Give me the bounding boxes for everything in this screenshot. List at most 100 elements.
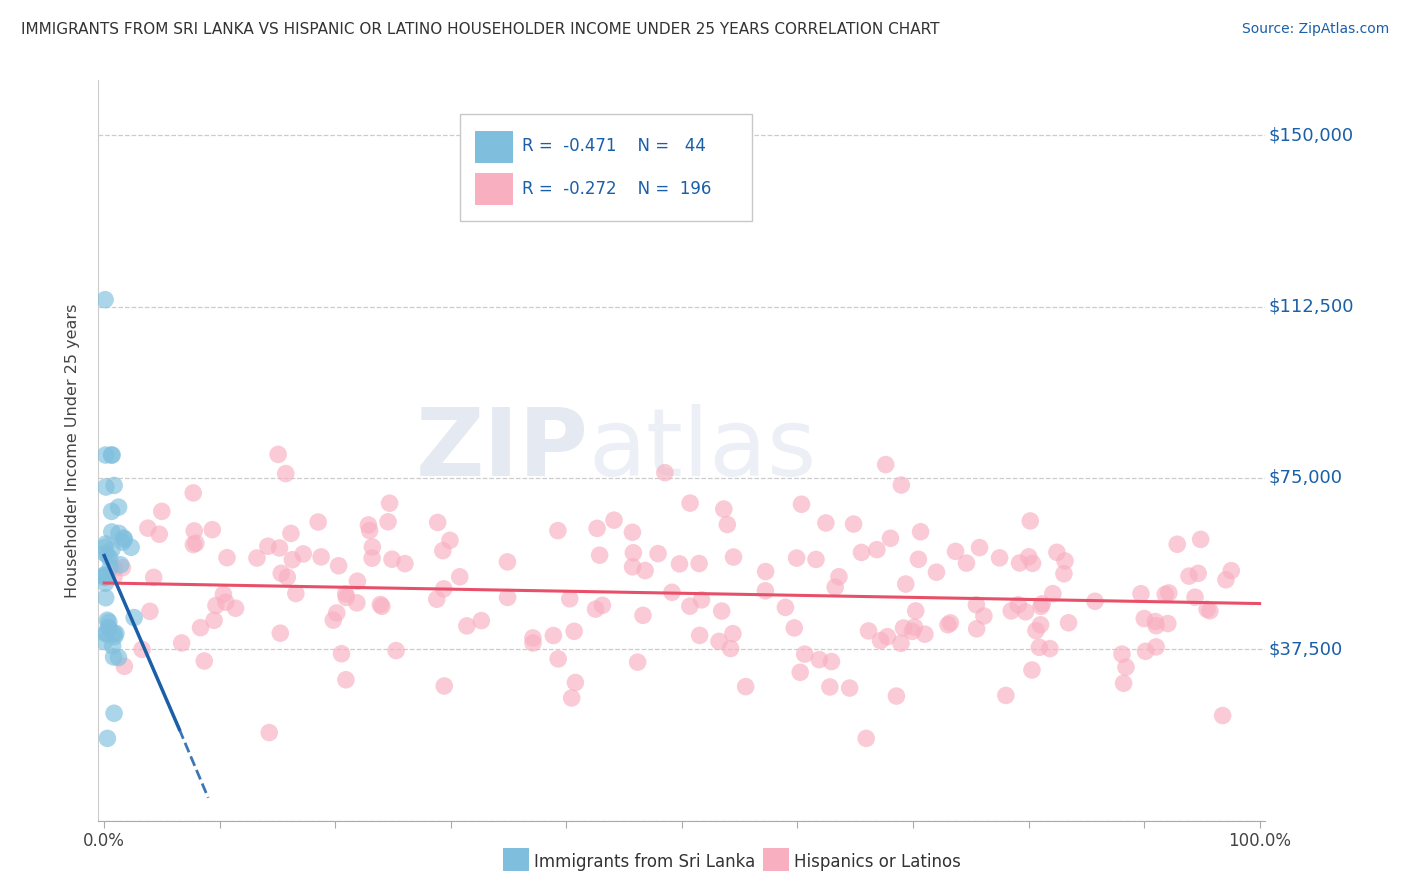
Point	[136, 521, 159, 535]
Point	[1029, 599, 1052, 614]
Point	[96, 627, 118, 641]
Point	[361, 551, 384, 566]
Point	[270, 566, 292, 581]
Point	[142, 570, 165, 584]
Point	[496, 591, 519, 605]
Point	[875, 458, 897, 472]
Point	[292, 547, 315, 561]
Point	[890, 636, 912, 650]
Point	[1112, 676, 1135, 690]
Point	[377, 515, 399, 529]
Point	[94, 448, 117, 462]
Point	[994, 689, 1017, 703]
Point	[547, 524, 569, 538]
Point	[107, 500, 129, 515]
Point	[335, 591, 357, 605]
Text: Hispanics or Latinos: Hispanics or Latinos	[794, 853, 962, 871]
FancyBboxPatch shape	[475, 173, 513, 205]
Point	[94, 546, 117, 560]
Point	[910, 524, 932, 539]
Point	[828, 570, 851, 584]
Text: $112,500: $112,500	[1268, 298, 1354, 316]
Point	[893, 621, 915, 635]
Point	[433, 679, 456, 693]
Point	[1057, 615, 1080, 630]
Text: $75,000: $75,000	[1268, 469, 1343, 487]
Point	[1199, 604, 1222, 618]
Point	[1042, 587, 1064, 601]
Point	[707, 634, 730, 648]
Point	[93, 568, 115, 582]
Point	[876, 630, 898, 644]
Point	[328, 558, 350, 573]
Point	[786, 551, 808, 566]
Point	[936, 617, 959, 632]
Text: $37,500: $37,500	[1268, 640, 1343, 658]
Point	[522, 631, 544, 645]
Point	[426, 516, 449, 530]
Point	[965, 598, 987, 612]
Point	[111, 535, 134, 549]
Point	[307, 515, 329, 529]
Point	[783, 621, 806, 635]
Point	[866, 542, 889, 557]
Point	[257, 725, 280, 739]
Point	[426, 592, 449, 607]
Point	[890, 478, 912, 492]
Point	[93, 634, 115, 648]
Point	[789, 665, 811, 680]
Point	[1053, 554, 1076, 568]
Point	[591, 599, 613, 613]
FancyBboxPatch shape	[475, 130, 513, 163]
Point	[269, 626, 291, 640]
Point	[755, 565, 778, 579]
Point	[215, 550, 238, 565]
Point	[1144, 640, 1167, 654]
Point	[267, 447, 290, 461]
Point	[101, 542, 124, 557]
Point	[439, 533, 461, 548]
Point	[94, 293, 117, 307]
Point	[359, 524, 381, 538]
Point	[97, 615, 120, 629]
Point	[564, 675, 586, 690]
Point	[907, 552, 929, 566]
Point	[385, 643, 408, 657]
Point	[1019, 514, 1042, 528]
Point	[1111, 647, 1133, 661]
Point	[586, 521, 609, 535]
Point	[98, 622, 121, 636]
Point	[1144, 619, 1167, 633]
Point	[190, 621, 212, 635]
Point	[1031, 597, 1053, 611]
Point	[346, 596, 368, 610]
FancyBboxPatch shape	[460, 113, 752, 221]
Point	[558, 591, 581, 606]
Point	[322, 613, 344, 627]
Point	[939, 615, 962, 630]
Point	[1212, 708, 1234, 723]
Point	[869, 633, 891, 648]
Point	[103, 706, 125, 721]
Point	[215, 595, 238, 609]
Point	[284, 586, 307, 600]
Point	[148, 527, 170, 541]
Point	[94, 480, 117, 494]
Point	[689, 628, 711, 642]
Point	[1084, 594, 1107, 608]
Point	[1029, 617, 1052, 632]
Point	[824, 580, 846, 594]
Point	[1189, 533, 1212, 547]
Point	[855, 731, 877, 746]
Point	[101, 448, 124, 462]
Point	[94, 569, 117, 583]
Text: atlas: atlas	[589, 404, 817, 497]
Point	[381, 552, 404, 566]
Point	[1157, 586, 1180, 600]
Point	[346, 574, 368, 589]
Point	[790, 497, 813, 511]
Text: IMMIGRANTS FROM SRI LANKA VS HISPANIC OR LATINO HOUSEHOLDER INCOME UNDER 25 YEAR: IMMIGRANTS FROM SRI LANKA VS HISPANIC OR…	[21, 22, 939, 37]
Point	[202, 613, 225, 627]
Point	[562, 624, 585, 639]
Point	[903, 620, 925, 634]
